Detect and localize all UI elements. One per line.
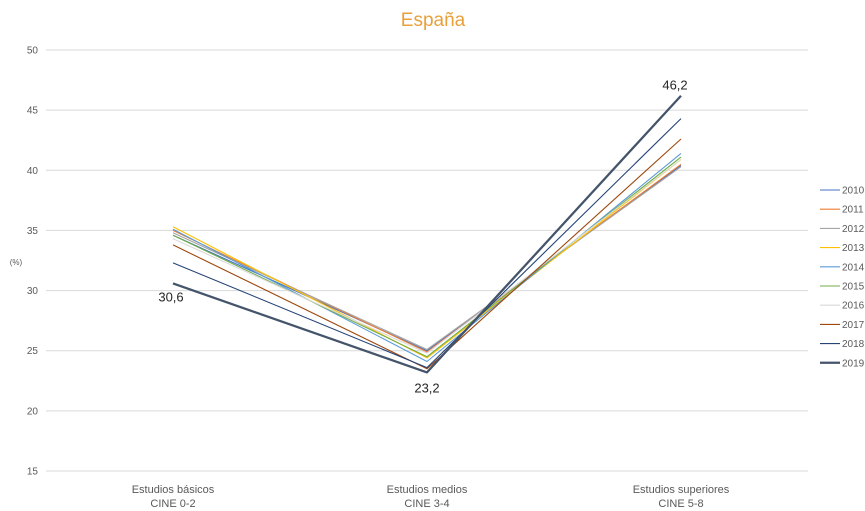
- y-tick-label: 30: [27, 286, 39, 297]
- series-line-2014: [172, 152, 682, 363]
- x-category-label: CINE 5-8: [658, 498, 703, 510]
- y-tick-label: 35: [27, 226, 39, 237]
- y-tick-label: 45: [27, 106, 39, 117]
- chart-title: España: [401, 10, 466, 31]
- series-line-2019: [172, 94, 682, 374]
- series-line-2016: [172, 159, 682, 354]
- legend-label: 2018: [842, 339, 865, 350]
- legend-label: 2010: [842, 186, 865, 197]
- data-labels: 30,6 23,2 46,2: [158, 78, 687, 396]
- series-line-2012: [172, 166, 682, 351]
- y-tick-label: 40: [27, 166, 39, 177]
- x-category-label: Estudios medios: [387, 484, 468, 496]
- y-tick-label: 15: [27, 467, 39, 478]
- legend: 2010 2011 2012 2013 2014 2015 2016 2017 2018 2019: [820, 186, 865, 369]
- data-label: 30,6: [158, 289, 183, 304]
- x-category-label: CINE 3-4: [404, 498, 449, 510]
- y-axis-label: (%): [10, 258, 23, 267]
- data-label: 23,2: [414, 380, 439, 395]
- legend-label: 2019: [842, 358, 865, 369]
- legend-label: 2015: [842, 282, 865, 293]
- legend-label: 2011: [842, 205, 864, 216]
- x-category-label: Estudios superiores: [633, 484, 730, 496]
- series-line-2015: [172, 156, 682, 358]
- x-category-label: CINE 0-2: [150, 498, 195, 510]
- series-line-2013: [172, 159, 682, 359]
- gridlines: [46, 49, 808, 472]
- y-tick-label: 50: [27, 46, 39, 57]
- series-line-2017: [172, 138, 682, 370]
- legend-label: 2016: [842, 301, 865, 312]
- series-line-2018: [172, 118, 682, 369]
- y-tick-label: 25: [27, 346, 39, 357]
- data-label: 46,2: [662, 78, 687, 93]
- legend-label: 2017: [842, 320, 865, 331]
- legend-label: 2014: [842, 262, 865, 273]
- series-line-2011: [172, 163, 682, 353]
- y-tick-label: 20: [27, 406, 39, 417]
- x-axis-categories: Estudios básicos CINE 0-2 Estudios medios C…: [132, 484, 730, 510]
- legend-label: 2012: [842, 224, 865, 235]
- y-axis-ticks: 15 20 25 30 35 40 45 50: [27, 46, 39, 478]
- x-category-label: Estudios básicos: [132, 484, 215, 496]
- legend-label: 2013: [842, 243, 865, 254]
- series-lines: [172, 94, 682, 374]
